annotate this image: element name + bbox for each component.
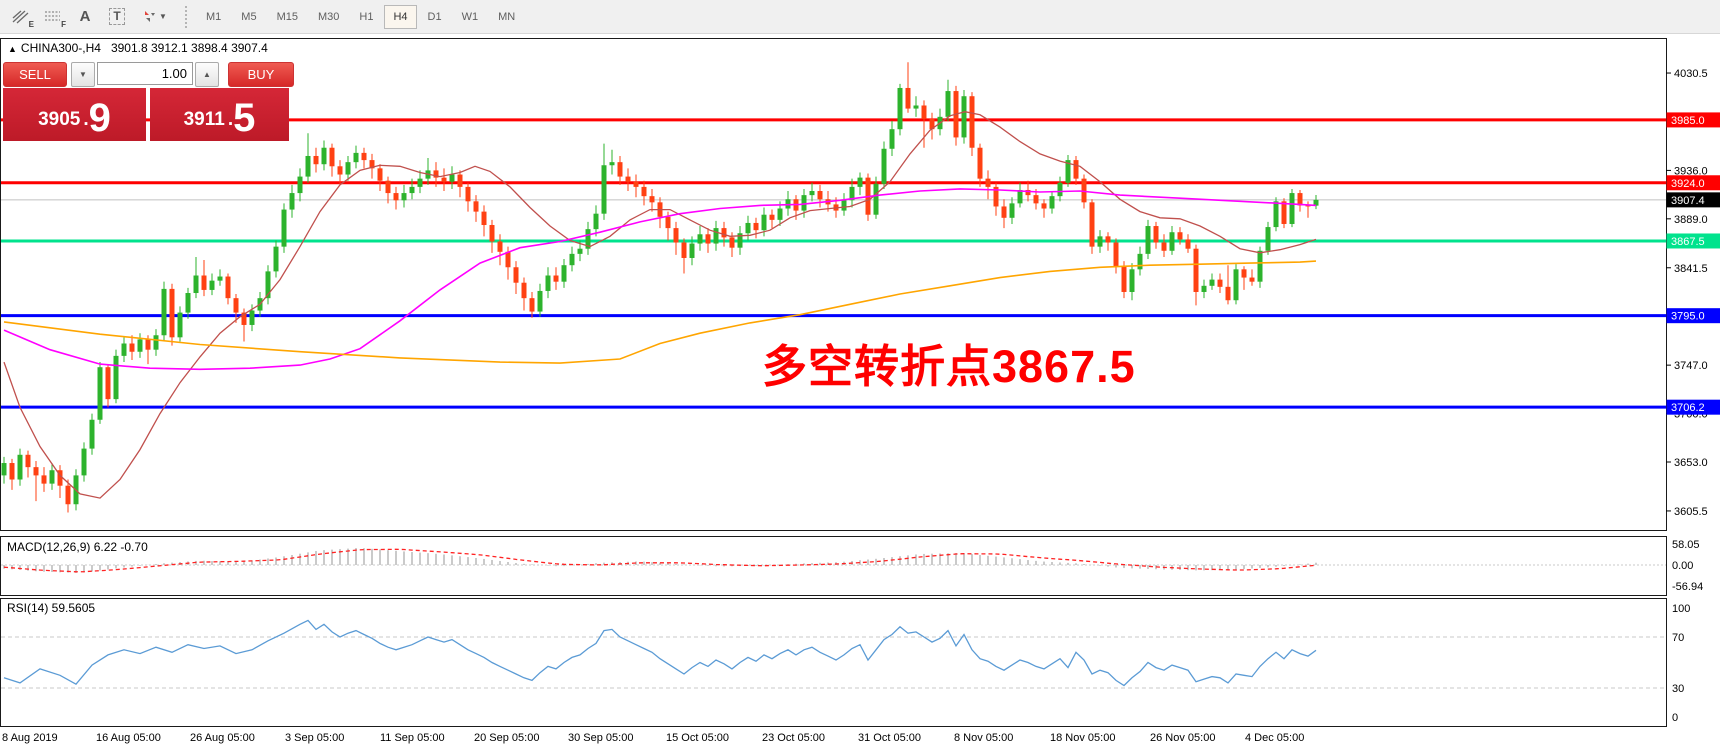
chart-annotation-text[interactable]: 多空转折点3867.5: [762, 341, 1136, 392]
svg-text:3706.2: 3706.2: [1671, 402, 1705, 414]
candles-layer: [1, 62, 1319, 513]
svg-text:3924.0: 3924.0: [1671, 178, 1705, 190]
ma_fast-line: [3, 111, 1317, 499]
draw-channel-icon[interactable]: E: [6, 4, 36, 30]
one-click-trading-panel: SELL ▼ ▲ BUY 3905.9 3911.5: [3, 62, 294, 141]
macd-panel: 58.05 0.00 -56.94: [1, 539, 1703, 593]
svg-text:3985.0: 3985.0: [1671, 115, 1705, 127]
icon-sub-letter: E: [28, 19, 34, 29]
bid-price-main: 3905: [38, 109, 81, 130]
svg-text:4030.5: 4030.5: [1674, 68, 1708, 80]
svg-text:0.00: 0.00: [1672, 560, 1693, 572]
tf-button-mn[interactable]: MN: [489, 5, 524, 29]
svg-text:8 Aug 2019: 8 Aug 2019: [2, 732, 58, 744]
volume-decrease-button[interactable]: ▼: [71, 62, 95, 87]
arrows-icon[interactable]: ▼: [134, 4, 174, 30]
ma_slow-line: [3, 260, 1317, 364]
svg-text:16 Aug 05:00: 16 Aug 05:00: [96, 732, 161, 744]
tf-button-h4[interactable]: H4: [384, 4, 417, 29]
tf-button-m1[interactable]: M1: [197, 5, 230, 29]
ask-price-main: 3911: [183, 109, 225, 130]
svg-text:3653.0: 3653.0: [1674, 457, 1708, 469]
text-icon[interactable]: A: [79, 8, 91, 25]
bid-price-tile[interactable]: 3905. 9: [3, 88, 146, 141]
svg-text:31 Oct 05:00: 31 Oct 05:00: [858, 732, 921, 744]
tf-button-d1[interactable]: D1: [419, 5, 451, 29]
svg-text:3 Sep 05:00: 3 Sep 05:00: [285, 732, 344, 744]
ask-price-pips: 5: [233, 96, 256, 140]
svg-text:30 Sep 05:00: 30 Sep 05:00: [568, 732, 633, 744]
tf-button-h1[interactable]: H1: [350, 5, 382, 29]
toolbar-separator: [185, 5, 188, 28]
svg-text:3936.0: 3936.0: [1674, 165, 1708, 177]
icon-sub-letter: F: [61, 19, 66, 29]
svg-text:11 Sep 05:00: 11 Sep 05:00: [380, 732, 445, 744]
buy-button[interactable]: BUY: [228, 62, 294, 87]
svg-text:3841.5: 3841.5: [1674, 263, 1708, 275]
svg-text:100: 100: [1672, 603, 1690, 615]
svg-text:15 Oct 05:00: 15 Oct 05:00: [666, 732, 729, 744]
fibonacci-icon[interactable]: F: [38, 4, 68, 30]
volume-increase-button[interactable]: ▲: [195, 62, 219, 87]
tf-button-m15[interactable]: M15: [268, 5, 307, 29]
svg-text:30: 30: [1672, 683, 1684, 695]
symbol-period-label: CHINA300-,H4: [20, 41, 101, 55]
svg-text:70: 70: [1672, 632, 1684, 644]
chart-title: ▲ CHINA300-,H4 3901.8 3912.1 3898.4 3907.4: [8, 41, 268, 55]
tf-button-w1[interactable]: W1: [453, 5, 488, 29]
trade-controls-row: SELL ▼ ▲ BUY: [3, 62, 294, 87]
chevron-down-icon: ▼: [159, 12, 167, 21]
svg-text:26 Nov 05:00: 26 Nov 05:00: [1150, 732, 1215, 744]
svg-text:20 Sep 05:00: 20 Sep 05:00: [474, 732, 539, 744]
rsi-indicator-label: RSI(14) 59.5605: [7, 601, 96, 615]
svg-text:26 Aug 05:00: 26 Aug 05:00: [190, 732, 255, 744]
price-axis: 4030.53936.03889.03841.53747.03700.03653…: [1666, 68, 1708, 518]
svg-text:23 Oct 05:00: 23 Oct 05:00: [762, 732, 825, 744]
macd-indicator-label: MACD(12,26,9) 6.22 -0.70: [7, 540, 148, 554]
price-badges: 3985.0 3924.0 3907.4 3867.5 3795.0 3706.2: [1666, 112, 1720, 415]
text-label-icon[interactable]: T: [102, 4, 132, 30]
ma_mid-line: [3, 188, 1317, 371]
tf-button-m30[interactable]: M30: [309, 5, 348, 29]
svg-text:8 Nov 05:00: 8 Nov 05:00: [954, 732, 1013, 744]
moving-averages: [3, 111, 1317, 499]
rsi-line: [3, 619, 1317, 687]
svg-text:3747.0: 3747.0: [1674, 360, 1708, 372]
svg-text:-56.94: -56.94: [1672, 581, 1703, 593]
volume-input[interactable]: [97, 62, 193, 85]
svg-text:3795.0: 3795.0: [1671, 311, 1705, 323]
collapse-arrow-icon[interactable]: ▲: [8, 44, 17, 54]
svg-text:4 Dec 05:00: 4 Dec 05:00: [1245, 732, 1304, 744]
svg-text:18 Nov 05:00: 18 Nov 05:00: [1050, 732, 1115, 744]
sell-button[interactable]: SELL: [3, 62, 67, 87]
rsi-panel: 100 70 30 0: [1, 603, 1690, 724]
tf-button-m5[interactable]: M5: [232, 5, 265, 29]
bid-price-pips: 9: [88, 96, 111, 140]
macd-signal-line: [3, 548, 1317, 573]
svg-text:0: 0: [1672, 712, 1678, 724]
ask-price-tile[interactable]: 3911. 5: [150, 88, 289, 141]
svg-text:3889.0: 3889.0: [1674, 214, 1708, 226]
ohlc-values: 3901.8 3912.1 3898.4 3907.4: [110, 41, 268, 55]
svg-text:3907.4: 3907.4: [1671, 195, 1705, 207]
svg-text:3867.5: 3867.5: [1671, 236, 1705, 248]
time-axis: 8 Aug 2019 16 Aug 05:00 26 Aug 05:00 3 Sep …: [2, 732, 1304, 744]
toolbar: E F A T ▼ M1 M5 M15 M30 H1 H4 D1: [0, 0, 1720, 34]
svg-text:58.05: 58.05: [1672, 539, 1700, 551]
svg-text:3605.5: 3605.5: [1674, 506, 1708, 518]
